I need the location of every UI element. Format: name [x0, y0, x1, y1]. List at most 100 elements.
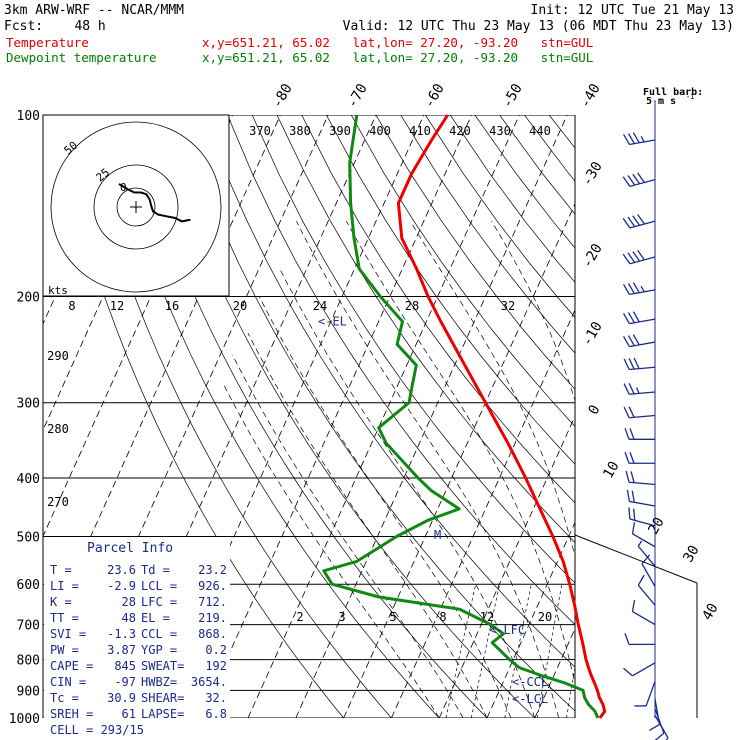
barb-flag — [629, 428, 635, 440]
wind-barb — [622, 311, 656, 325]
barb-flag — [622, 176, 631, 187]
wind-barb — [622, 334, 656, 348]
wind-barb — [623, 382, 656, 395]
isotherm-label: -50 — [499, 81, 526, 111]
dry-adiabat — [350, 115, 575, 427]
mixing-ratio-label: 32 — [501, 299, 515, 313]
barb-flag — [628, 382, 635, 395]
dry-adiabat — [326, 115, 575, 465]
sounding-profiles: <-EL <-LFC <-CCL <-LCL M — [318, 114, 607, 719]
parcel-info-value: -2.9 — [107, 579, 136, 593]
pressure-label: 300 — [17, 397, 40, 412]
barb-frame — [574, 534, 698, 584]
mixing-ratio-label: 24 — [313, 299, 327, 313]
isotherm-label: 20 — [645, 515, 667, 538]
pressure-label: 800 — [17, 654, 40, 669]
pressure-label: 600 — [17, 578, 40, 593]
wind-barb — [637, 574, 656, 606]
level-marker: <-EL — [318, 314, 347, 328]
barb-flag — [637, 574, 645, 586]
mixing-ratio-label: 20 — [233, 299, 247, 313]
init-time: Init: 12 UTC Tue 21 May 13 — [531, 3, 735, 18]
theta-label: 410 — [409, 124, 431, 138]
legend-temperature-label: Temperature — [6, 35, 89, 50]
barb-flag — [632, 251, 641, 262]
barb-flag — [631, 522, 636, 534]
moist-adiabat — [410, 221, 575, 558]
parcel-info-key: PW = — [50, 643, 79, 657]
forecast-hour: Fcst: 48 h — [4, 19, 106, 34]
parcel-info-row: CAPE = 845 SWEAT= 192 — [50, 659, 227, 673]
barb-flag — [624, 633, 630, 645]
hodograph-ring — [50, 121, 222, 293]
isotherm-label: 10 — [600, 459, 622, 482]
wind-barbs: Full barb:5 m s -1 — [574, 87, 703, 740]
mixing-ratio-label: 12 — [110, 299, 124, 313]
theta-label: 370 — [249, 124, 271, 138]
isotherm — [247, 115, 520, 718]
dry-adiabat — [499, 115, 575, 215]
wind-barb — [623, 357, 656, 371]
parcel-info-background — [44, 537, 230, 721]
barb-flag — [626, 489, 631, 502]
dry-adiabat — [202, 115, 575, 668]
barb-shaft — [637, 545, 656, 567]
barb-half-flag — [637, 540, 643, 547]
valid-time: Valid: 12 UTC Thu 23 May 13 (06 MDT Thu … — [343, 19, 734, 34]
parcel-info-cell: CELL = 293/15 — [50, 723, 144, 737]
pressure-label: 1000 — [9, 712, 40, 727]
barb-flag — [630, 471, 635, 483]
isotherm — [678, 115, 740, 718]
level-marker: <-LCL — [512, 692, 548, 706]
isotherm-label: -40 — [577, 81, 604, 111]
barb-flag — [637, 249, 645, 261]
pressure-label: 700 — [17, 619, 40, 634]
moist-adiabat — [232, 354, 464, 718]
temperature-profile — [396, 114, 607, 719]
barb-flag — [622, 253, 631, 265]
mixing-ratio-line — [445, 584, 477, 718]
mixing-ratio-line — [605, 584, 626, 718]
wind-barb — [622, 172, 656, 188]
theta-e-label: 290 — [47, 349, 69, 363]
parcel-info-value: 23.2 — [198, 563, 227, 577]
barb-flag — [629, 452, 635, 464]
wind-barb — [623, 662, 656, 677]
barb-flag — [622, 336, 630, 347]
dewpoint-profile — [322, 114, 600, 719]
barb-flag — [632, 173, 641, 185]
wind-barb — [637, 540, 656, 567]
parcel-info-key: Td = — [141, 563, 170, 577]
barb-shaft — [632, 533, 656, 548]
dry-adiabat — [400, 115, 575, 354]
wind-barb — [626, 489, 656, 507]
dry-adiabat — [524, 115, 575, 182]
parcel-info-key: SREH = — [50, 707, 93, 721]
isotherm-label: 40 — [699, 601, 721, 624]
parcel-info-key: T = — [50, 563, 72, 577]
barb-shaft — [632, 611, 656, 626]
parcel-info-row: SVI = -1.3 CCL = 868. — [50, 627, 227, 641]
isotherm-label: 30 — [680, 543, 702, 566]
parcel-info-row: CIN = -97 HWBZ= 3654. — [50, 675, 227, 689]
dry-adiabat — [53, 115, 344, 718]
barb-flag — [632, 311, 640, 323]
dry-adiabat — [227, 115, 575, 625]
parcel-info-value: 712. — [198, 595, 227, 609]
mixing-ratio-label: 2 — [296, 610, 303, 624]
barb-flag — [628, 358, 635, 370]
barb-flag — [623, 383, 630, 395]
wind-barb — [624, 452, 655, 464]
wind-barb — [623, 406, 656, 419]
barb-flag — [624, 428, 630, 440]
theta-label: 420 — [449, 124, 471, 138]
parcel-info-key: SVI = — [50, 627, 86, 641]
barb-shaft — [645, 681, 656, 707]
parcel-info-key: CIN = — [50, 675, 86, 689]
parcel-info-key: LI = — [50, 579, 79, 593]
wind-barb — [622, 282, 656, 296]
isotherm-label: -20 — [579, 241, 606, 271]
dry-adiabat — [276, 115, 575, 543]
